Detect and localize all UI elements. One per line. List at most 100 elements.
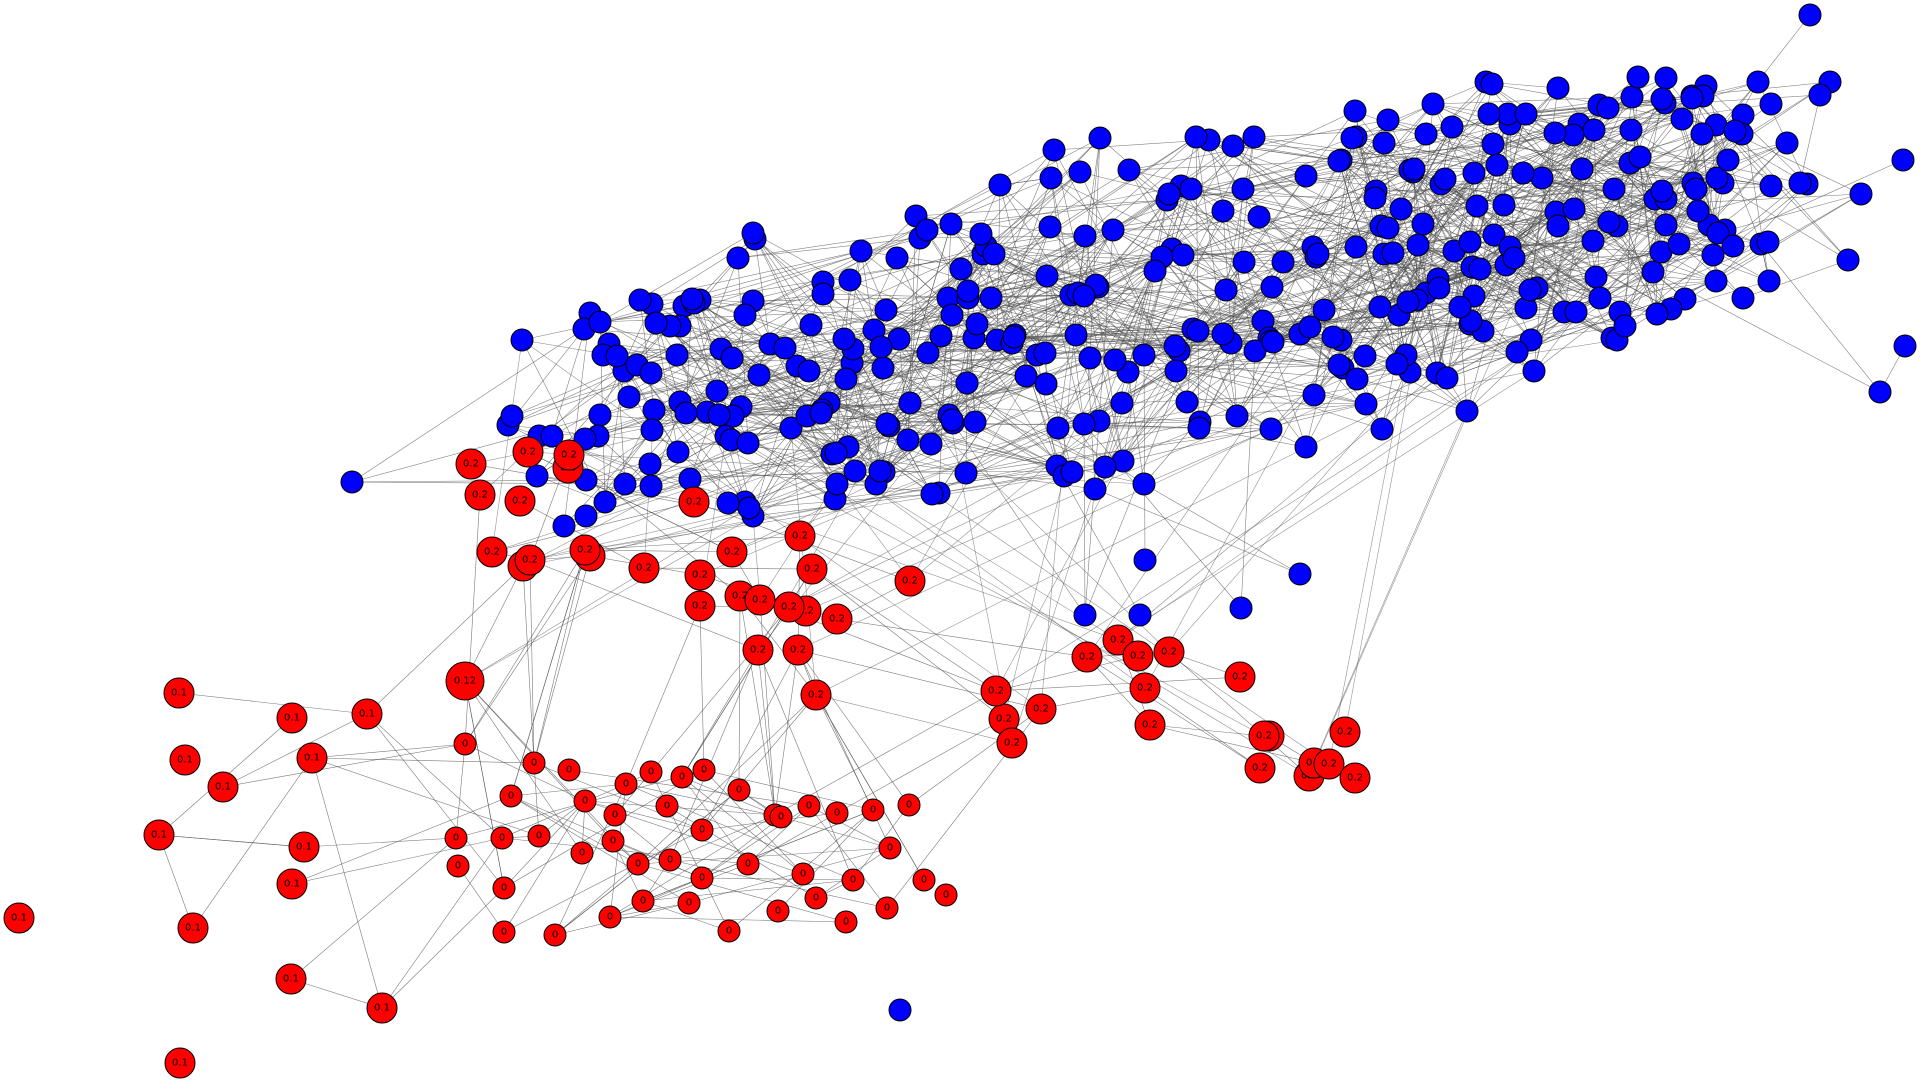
graph-edge: [1375, 113, 1490, 192]
graph-node-blue: [1716, 148, 1740, 172]
graph-edge: [1630, 129, 1849, 261]
graph-edge: [754, 238, 950, 416]
graph-edge: [1760, 243, 1881, 393]
graph-node-blue: [1385, 352, 1409, 376]
graph-node-blue: [1345, 367, 1369, 391]
graph-node-red: 0: [825, 801, 849, 825]
graph-edge: [381, 837, 503, 1009]
graph-node-blue: [1690, 122, 1714, 146]
graph-node-circle: [1244, 752, 1276, 784]
graph-edge: [479, 305, 685, 496]
graph-node-blue: [747, 363, 771, 387]
graph-edge: [584, 475, 1065, 551]
graph-edge: [810, 324, 932, 445]
graph-edge: [811, 568, 997, 692]
graph-node-red: 0: [670, 765, 694, 789]
graph-node-blue: [510, 328, 534, 352]
graph-edge: [1271, 253, 1385, 288]
graph-edge: [1178, 142, 1385, 352]
graph-edge: [1488, 113, 1726, 231]
graph-node-circle: [288, 831, 320, 863]
graph-node-blue: [915, 218, 939, 242]
graph-edge: [808, 805, 891, 849]
graph-edge: [1180, 185, 1264, 322]
graph-node-blue: [605, 344, 629, 368]
graph-node-blue: [979, 286, 1003, 310]
graph-node-blue: [525, 464, 549, 488]
graph-edge: [982, 253, 1145, 356]
graph-edge: [681, 649, 759, 778]
graph-edge: [1436, 83, 1493, 374]
graph-node-blue: [1543, 121, 1567, 145]
graph-node-circle: [825, 801, 849, 825]
graph-node-red: 0: [690, 818, 714, 842]
graph-edge: [639, 250, 862, 301]
graph-node-red: 0: [791, 862, 815, 886]
graph-node-blue: [811, 282, 835, 306]
graph-edge: [1112, 229, 1409, 303]
graph-node-blue: [726, 246, 750, 270]
graph-node-blue: [1868, 380, 1892, 404]
graph-node-blue: [1271, 250, 1295, 274]
graph-edge: [1705, 85, 1808, 185]
graph-edge: [1014, 334, 1073, 473]
graph-edge: [1592, 81, 1831, 242]
graph-node-blue: [1396, 290, 1420, 314]
graph-edge: [1222, 210, 1238, 417]
graph-edge: [455, 743, 466, 839]
graph-node-blue: [955, 371, 979, 395]
graph-node-blue: [1259, 417, 1283, 441]
graph-node-blue: [1433, 167, 1457, 191]
graph-edge: [625, 783, 782, 818]
graph-node-red: 0.2: [1134, 709, 1166, 741]
graph-node-blue: [1477, 102, 1501, 126]
graph-edge: [351, 328, 585, 483]
graph-edge: [1505, 264, 1613, 339]
graph-node-red: 0.2: [569, 534, 601, 566]
graph-node-blue: [1060, 460, 1084, 484]
graph-node-circle: [797, 794, 821, 818]
graph-node-blue: [919, 432, 943, 456]
graph-edge: [584, 549, 733, 553]
graph-edge: [1581, 168, 1672, 310]
graph-node-circle: [464, 479, 496, 511]
graph-edge: [1405, 240, 1594, 356]
graph-node-blue: [1721, 234, 1745, 258]
graph-edge: [836, 718, 1005, 814]
graph-node-red: 0.2: [684, 559, 716, 591]
graph-edge: [1412, 171, 1438, 374]
graph-edge: [1168, 651, 1310, 777]
graph-node-blue: [1411, 212, 1435, 236]
graph-edge: [522, 129, 1632, 567]
graph-edge: [1143, 428, 1272, 485]
graph-edge: [1624, 76, 1639, 327]
graph-node-blue: [1596, 96, 1620, 120]
graph-node-blue: [1502, 246, 1526, 270]
graph-node-blue: [1836, 248, 1860, 272]
graph-node-circle: [861, 798, 885, 822]
graph-edge: [1323, 227, 1389, 311]
graph-edge: [1104, 188, 1192, 468]
graph-edge: [1351, 81, 1487, 139]
graph-edge: [1715, 183, 1808, 282]
graph-edge: [967, 297, 1038, 356]
graph-node-blue: [949, 257, 973, 281]
graph-edge: [1104, 210, 1224, 468]
graph-edge: [691, 298, 887, 311]
graph-node-red: 0: [570, 841, 594, 865]
graph-node-blue: [1570, 157, 1594, 181]
graph-edge: [738, 595, 741, 791]
graph-node-blue: [720, 346, 744, 370]
graph-node-red: 0: [543, 923, 567, 947]
graph-node-blue: [1344, 235, 1368, 259]
graph-edge: [885, 309, 1180, 352]
graph-node-circle: [543, 923, 567, 947]
graph-node-circle: [727, 778, 751, 802]
graph-node-blue: [1564, 300, 1588, 324]
graph-node-blue: [1014, 364, 1038, 388]
graph-edge: [1262, 103, 1434, 322]
graph-edge: [1046, 275, 1124, 462]
graph-edge: [1230, 309, 1325, 344]
graph-edge: [1083, 137, 1101, 297]
graph-node-blue: [1288, 562, 1312, 586]
